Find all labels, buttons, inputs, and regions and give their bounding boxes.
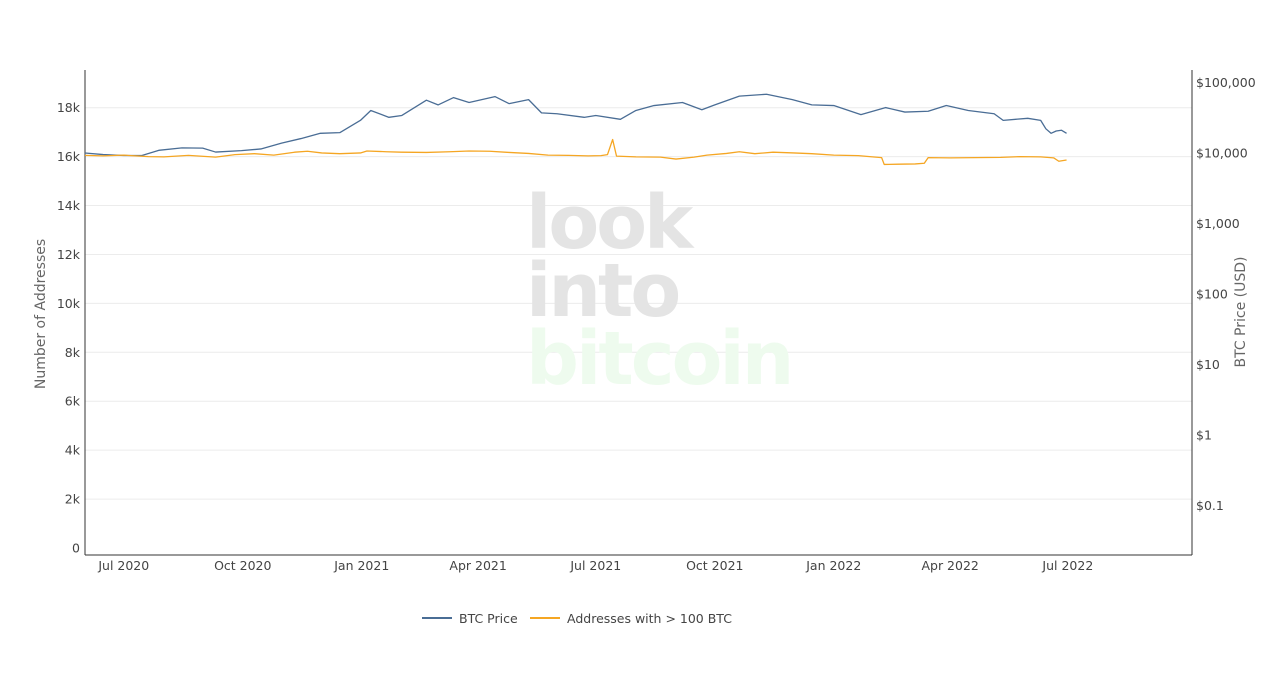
y-left-tick-label: 12k — [57, 247, 81, 262]
watermark-word-2: into — [526, 248, 678, 334]
x-tick-label: Apr 2021 — [449, 558, 506, 573]
y-right-tick-label: $10 — [1196, 357, 1220, 372]
watermark: look into bitcoin — [526, 180, 794, 402]
y-left-tick-label: 8k — [65, 345, 81, 360]
y-left-tick-label: 2k — [65, 492, 81, 507]
y-left-tick-label: 14k — [57, 198, 81, 213]
btc-price-line — [84, 93, 1067, 157]
x-tick-label: Oct 2020 — [214, 558, 271, 573]
y-left-tick-label: 0 — [72, 541, 80, 556]
y-left-tick-label: 4k — [65, 443, 81, 458]
y-right-tick-label: $1 — [1196, 428, 1212, 443]
y-right-tick-label: $10,000 — [1196, 145, 1248, 160]
left-axis-title: Number of Addresses — [33, 239, 49, 389]
legend: BTC Price Addresses with > 100 BTC — [422, 611, 732, 626]
y-left-tick-label: 6k — [65, 394, 81, 409]
x-tick-label: Apr 2022 — [921, 558, 978, 573]
x-tick-label: Jul 2022 — [1041, 558, 1093, 573]
legend-label-addresses: Addresses with > 100 BTC — [567, 611, 732, 626]
watermark-word-1: look — [526, 180, 695, 266]
y-right-tick-label: $1,000 — [1196, 216, 1240, 231]
series-lines — [84, 93, 1067, 166]
watermark-word-3: bitcoin — [526, 316, 791, 402]
x-tick-label: Jul 2020 — [97, 558, 149, 573]
y-left-tick-label: 18k — [57, 100, 81, 115]
axes — [84, 70, 1193, 556]
y-right-tick-label: $100 — [1196, 287, 1228, 302]
addresses-line — [84, 138, 1067, 166]
grid-lines — [85, 107, 1192, 500]
x-tick-label: Jan 2022 — [805, 558, 861, 573]
legend-label-btc-price: BTC Price — [459, 611, 518, 626]
x-tick-label: Oct 2021 — [686, 558, 743, 573]
y-left-tick-label: 16k — [57, 149, 81, 164]
y-right-tick-label: $100,000 — [1196, 75, 1256, 90]
x-tick-label: Jul 2021 — [569, 558, 621, 573]
right-axis-title: BTC Price (USD) — [1233, 256, 1249, 367]
x-tick-label: Jan 2021 — [333, 558, 389, 573]
y-left-tick-label: 10k — [57, 296, 81, 311]
tick-labels: 0 2k 4k 6k 8k 10k 12k 14k 16k 18k $0.1 $1 $10 $100 $1,… — [57, 75, 1256, 573]
legend-item-btc-price[interactable]: BTC Price — [422, 611, 518, 626]
legend-item-addresses[interactable]: Addresses with > 100 BTC — [530, 611, 732, 626]
y-right-tick-label: $0.1 — [1196, 498, 1224, 513]
